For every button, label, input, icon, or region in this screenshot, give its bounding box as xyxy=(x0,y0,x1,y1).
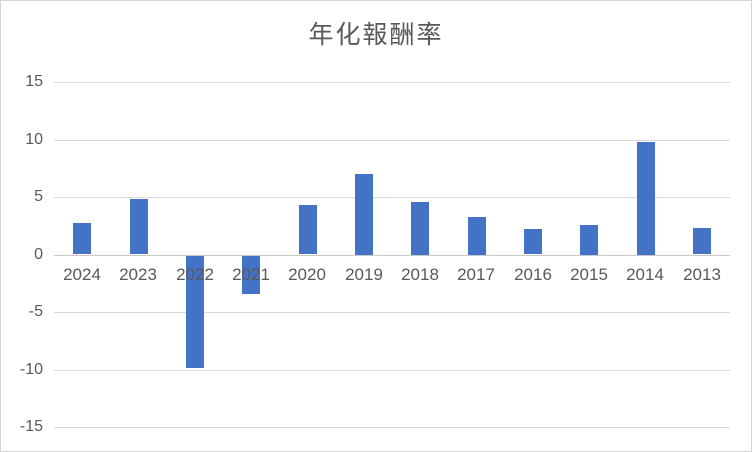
x-axis-tick-label: 2013 xyxy=(683,265,721,284)
bar-2016 xyxy=(524,229,542,254)
y-axis-tick-label: 0 xyxy=(34,246,43,263)
bar-2018 xyxy=(411,202,429,255)
gridline xyxy=(54,312,730,313)
chart-title: 年化報酬率 xyxy=(308,21,444,49)
gridline xyxy=(54,82,730,83)
y-axis-tick-label: 15 xyxy=(25,73,43,90)
bar-2013 xyxy=(693,228,711,254)
x-axis-tick-label: 2019 xyxy=(345,265,383,284)
gridline xyxy=(54,370,730,371)
gridline xyxy=(54,427,730,428)
bar-2023 xyxy=(130,199,148,254)
y-axis-tick-label: -10 xyxy=(19,361,43,378)
y-axis-tick-label: -5 xyxy=(28,303,43,320)
y-axis-tick-label: -15 xyxy=(19,418,43,435)
x-axis-tick-label: 2022 xyxy=(176,265,214,284)
plot-area xyxy=(54,82,730,428)
x-axis-tick-label: 2021 xyxy=(232,265,270,284)
bar-2017 xyxy=(468,217,486,255)
y-axis-tick-label: 5 xyxy=(34,188,43,205)
bar-2020 xyxy=(299,205,317,254)
x-axis-tick-label: 2014 xyxy=(626,265,664,284)
x-axis-tick-label: 2016 xyxy=(514,265,552,284)
x-axis-tick-label: 2015 xyxy=(570,265,608,284)
gridline xyxy=(54,197,730,198)
bar-2021 xyxy=(242,256,260,294)
bar-2022 xyxy=(186,256,204,368)
gridline xyxy=(54,140,730,141)
bar-2019 xyxy=(355,174,373,255)
x-axis-tick-label: 2024 xyxy=(63,265,101,284)
x-axis-tick-label: 2023 xyxy=(119,265,157,284)
y-axis-tick-label: 10 xyxy=(25,131,43,148)
x-axis-line xyxy=(54,255,730,256)
x-axis-tick-label: 2017 xyxy=(457,265,495,284)
x-axis-tick-label: 2018 xyxy=(401,265,439,284)
bar-2014 xyxy=(637,142,655,255)
bar-2024 xyxy=(73,223,91,254)
bar-2015 xyxy=(580,225,598,255)
x-axis-tick-label: 2020 xyxy=(288,265,326,284)
